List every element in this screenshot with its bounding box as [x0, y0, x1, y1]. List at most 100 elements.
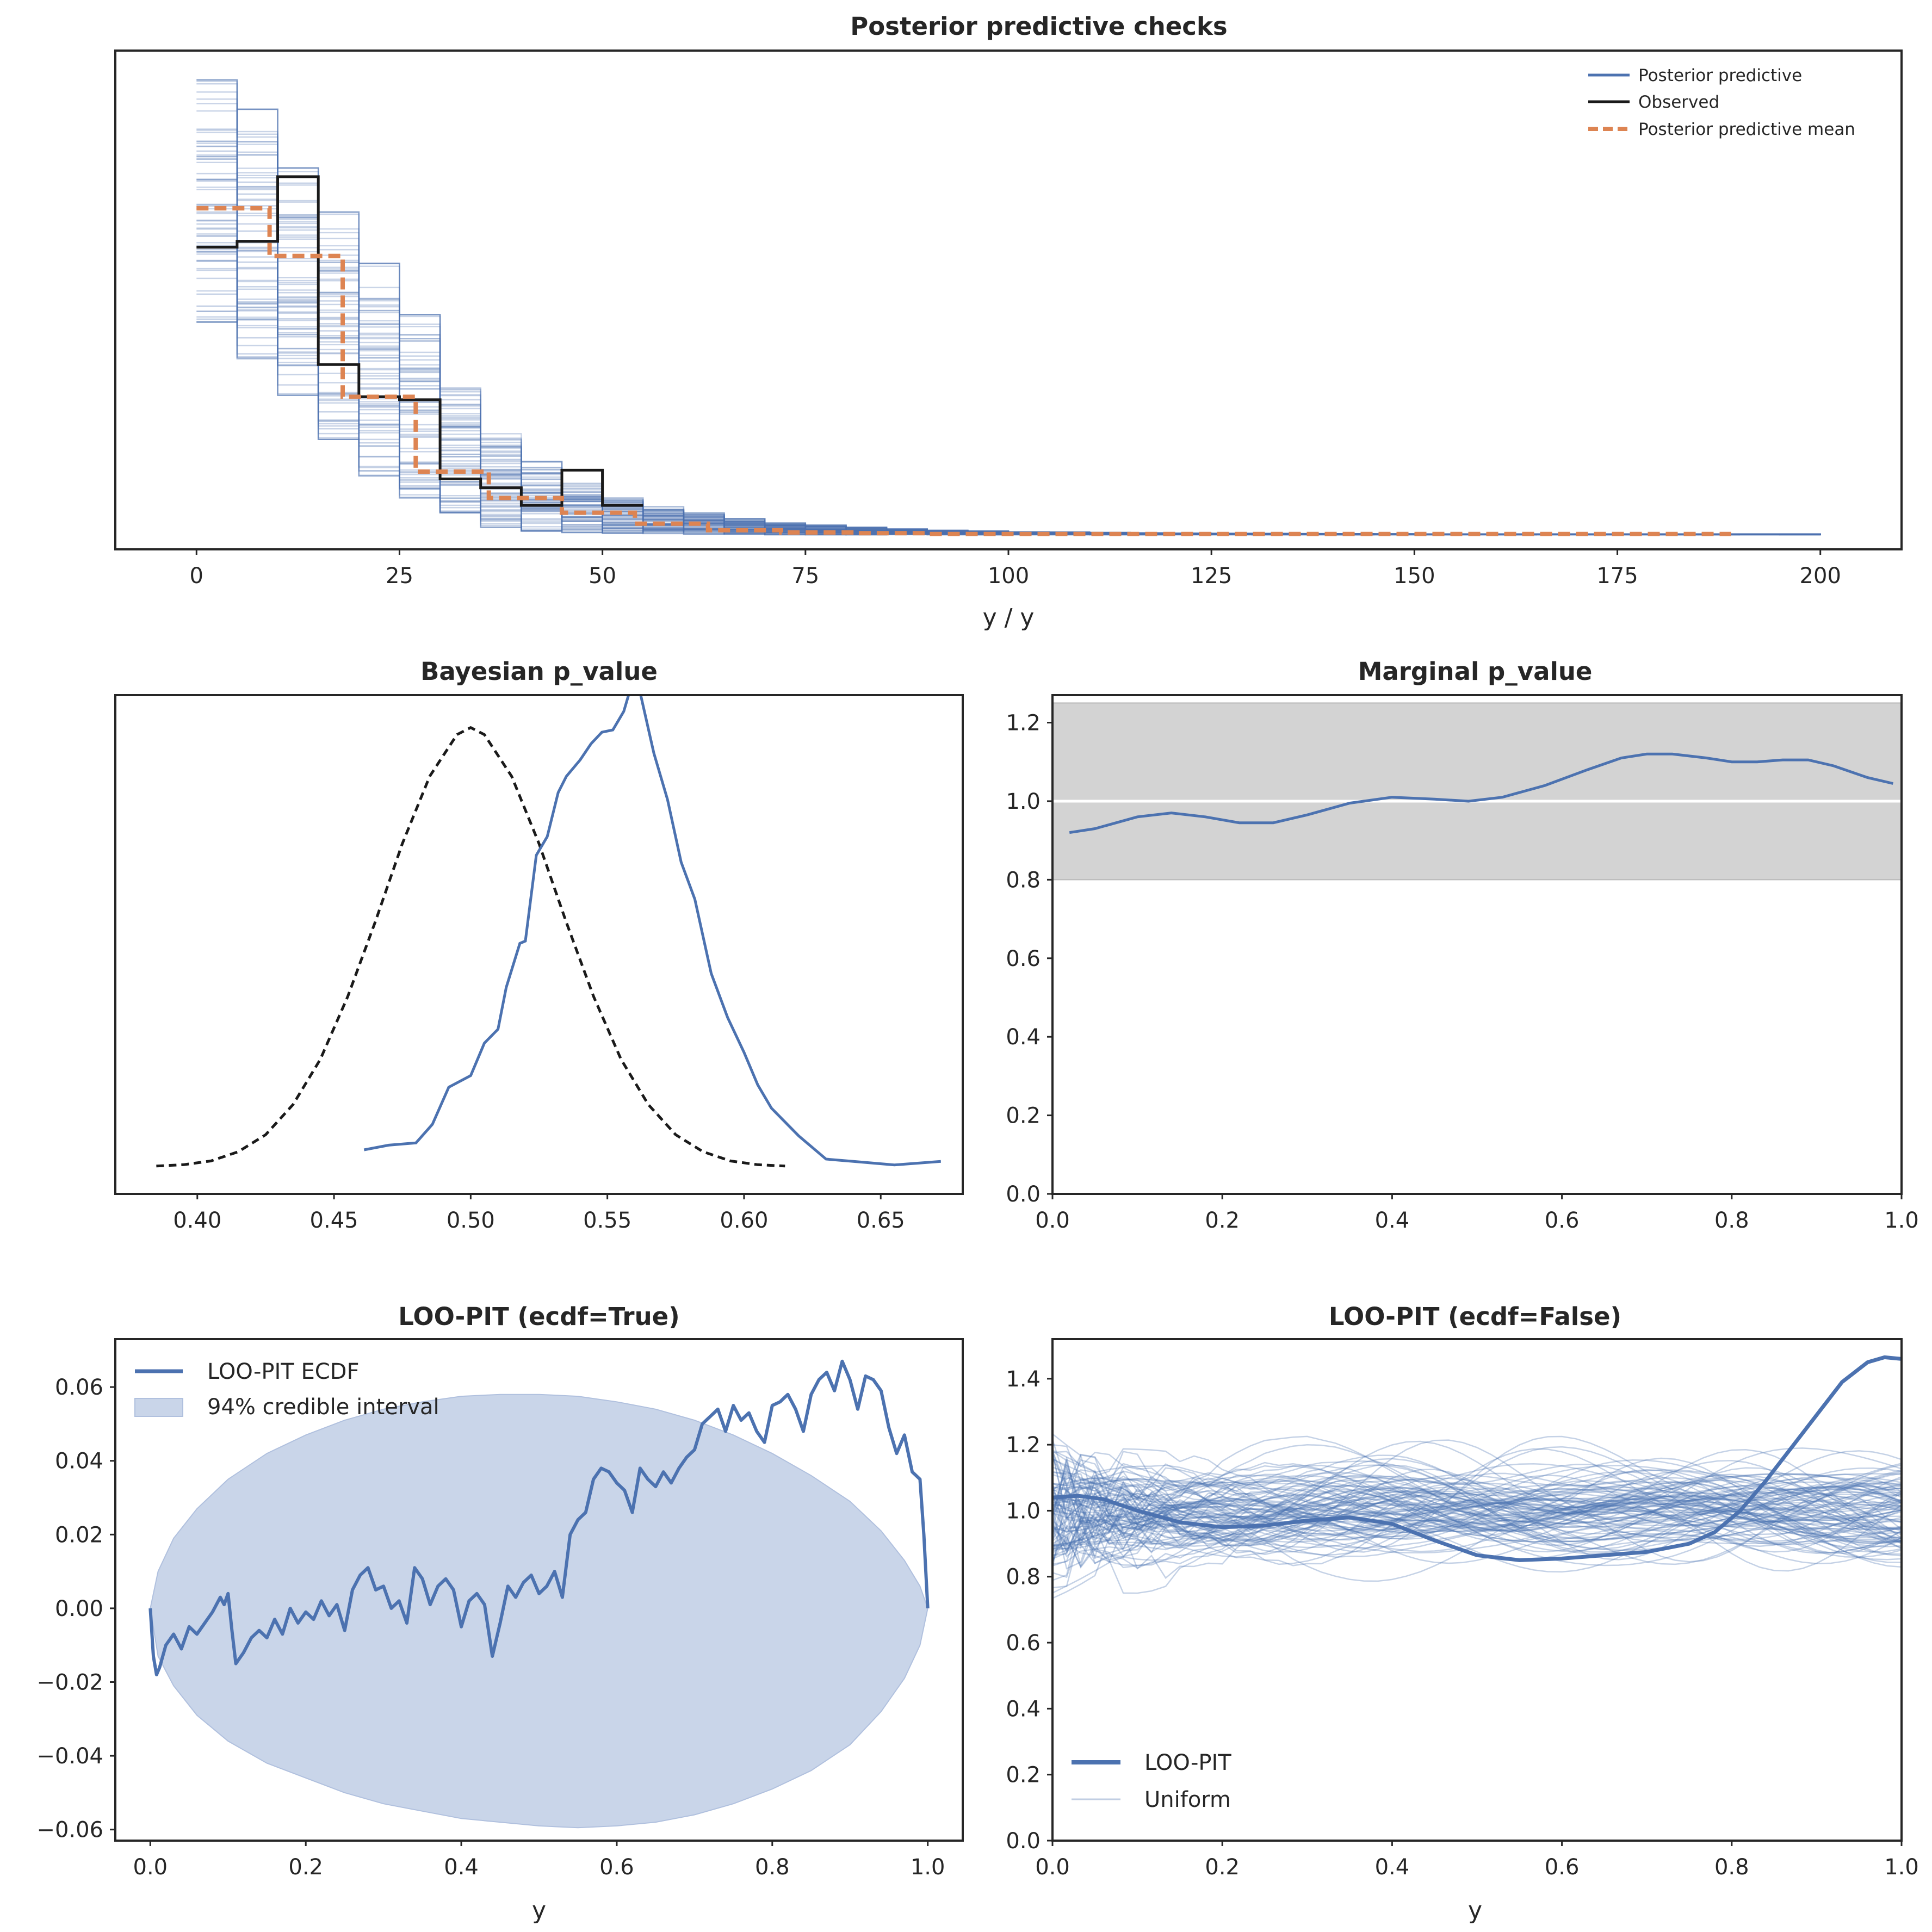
loo-kde-uniform-curve: [1052, 1486, 1902, 1563]
loo-kde-ytick-label: 0.2: [1006, 1763, 1041, 1788]
loo-kde-uniform-curve: [1052, 1474, 1902, 1559]
loo-ecdf-xticks: 0.0 0.2 0.4 0.6 0.8 1.0: [133, 1841, 945, 1880]
loo-kde-xtick-label: 0.6: [1545, 1855, 1580, 1880]
loo-kde-uniform-curve: [1052, 1453, 1902, 1553]
loo-kde-uniform-curve: [1052, 1451, 1902, 1545]
ppc-mean-line: [196, 206, 1731, 536]
loo-kde-uniform-curve: [1052, 1473, 1902, 1568]
loo-kde-uniform-curve: [1052, 1435, 1902, 1594]
loo-kde-uniform-curve: [1052, 1448, 1902, 1569]
loo-ecdf-xtick-label: 0.2: [288, 1855, 323, 1880]
loo-ecdf-ytick-label: −0.02: [36, 1670, 103, 1695]
mpv-xtick-label: 0.4: [1375, 1208, 1410, 1233]
bpv-kde-curve: [363, 695, 941, 1167]
loo-ecdf-ytick-label: 0.02: [55, 1522, 103, 1547]
mpv-ytick-label: 0.2: [1006, 1104, 1041, 1129]
loo-kde-uniform-curve: [1052, 1486, 1902, 1543]
loo-kde-yticks: 0.0 0.2 0.4 0.6 0.8 1.0 1.2 1.4: [1006, 1367, 1052, 1854]
loo-ecdf-ytick-label: −0.04: [36, 1744, 103, 1769]
loo-kde-xticks: 0.0 0.2 0.4 0.6 0.8 1.0: [1035, 1841, 1919, 1880]
loo-kde-uniform-curve: [1052, 1451, 1902, 1543]
legend-label-loo-pit: LOO-PIT: [1144, 1750, 1231, 1775]
loo-kde-uniform-curve: [1052, 1459, 1902, 1568]
loo-kde-uniform-curve: [1052, 1477, 1902, 1533]
ppc-posterior-predictive-line: [196, 319, 1821, 536]
loo-ecdf-credible-band: [150, 1394, 928, 1829]
loo-kde-uniform-curve: [1052, 1464, 1902, 1561]
loo-kde-uniform-curve: [1052, 1475, 1902, 1552]
ppc-posterior-predictive-line: [196, 141, 1821, 535]
loo-kde-uniform-curve: [1052, 1480, 1902, 1559]
loo-kde-uniform-curve: [1052, 1487, 1902, 1532]
loo-kde-plot-area: [1052, 1355, 1902, 1599]
ppc-xtick-label: 75: [791, 564, 819, 589]
ppc-xtick-label: 150: [1394, 564, 1435, 589]
mpv-xticks: 0.0 0.2 0.4 0.6 0.8 1.0: [1035, 1194, 1919, 1233]
loo-kde-uniform-curve: [1052, 1475, 1902, 1551]
loo-kde-uniform-curve: [1052, 1488, 1902, 1539]
loo-ecdf-xtick-label: 0.0: [133, 1855, 168, 1880]
mpv-ytick-label: 0.6: [1006, 946, 1041, 971]
loo-kde-uniform-curve: [1052, 1476, 1902, 1563]
legend-swatch-credible-interval: [134, 1398, 183, 1417]
ppc-posterior-predictive-line: [196, 108, 1820, 535]
loo-kde-ytick-label: 0.0: [1006, 1829, 1041, 1854]
loo-kde-xtick-label: 0.2: [1205, 1855, 1240, 1880]
ppc-axes: Posterior predictive checks 0 25 50 75 100 12…: [114, 12, 1903, 631]
loo-kde-uniform-curve: [1052, 1485, 1902, 1540]
mpv-reference-band: [1052, 702, 1902, 881]
loo-kde-uniform-curve: [1052, 1485, 1902, 1554]
loo-kde-axes: LOO-PIT (ecdf=False) 0.0 0.2 0.4 0.6 0.8 1.0 …: [1006, 1302, 1918, 1924]
loo-kde-legend: LOO-PIT Uniform: [1072, 1750, 1231, 1812]
loo-kde-uniform-curve: [1052, 1450, 1902, 1566]
loo-kde-xtick-label: 0.8: [1714, 1855, 1749, 1880]
loo-kde-uniform-curve: [1052, 1460, 1902, 1581]
loo-kde-uniform-curve: [1052, 1465, 1902, 1563]
ppc-xticks: 0 25 50 75 100 125 150 175 200: [190, 549, 1841, 589]
loo-kde-uniform-curve: [1052, 1471, 1902, 1550]
loo-ecdf-xlabel: y: [532, 1897, 546, 1924]
bpv-xtick-label: 0.50: [447, 1208, 495, 1233]
loo-kde-uniform-curve: [1052, 1464, 1902, 1573]
bpv-xtick-label: 0.40: [173, 1208, 221, 1233]
loo-kde-uniform-curve: [1052, 1475, 1902, 1572]
ppc-xtick-label: 125: [1191, 564, 1232, 589]
loo-kde-uniform-curve: [1052, 1444, 1902, 1551]
loo-kde-uniform-curve: [1052, 1491, 1902, 1521]
loo-kde-uniform-curve: [1052, 1478, 1902, 1545]
legend-label-observed: Observed: [1638, 92, 1719, 112]
ppc-xtick-label: 100: [988, 564, 1029, 589]
loo-kde-uniform-curve: [1052, 1491, 1902, 1533]
mpv-ytick-label: 0.4: [1006, 1025, 1041, 1050]
loo-kde-uniform-curve: [1052, 1469, 1902, 1547]
loo-kde-uniform-curve: [1052, 1485, 1902, 1552]
loo-kde-uniform-curve: [1052, 1467, 1902, 1569]
loo-kde-uniform-curve: [1052, 1476, 1902, 1540]
bpv-xtick-label: 0.55: [583, 1208, 631, 1233]
ppc-plot-area: [196, 79, 1821, 536]
bpv-axes: Bayesian p_value 0.40 0.45 0.50 0.55 0.60 0.6…: [114, 657, 964, 1233]
bpv-frame: [114, 694, 964, 1195]
ppc-legend: Posterior predictive Observed Posterior …: [1588, 66, 1855, 139]
loo-ecdf-legend: LOO-PIT ECDF 94% credible interval: [134, 1359, 439, 1420]
loo-ecdf-plot-area: [148, 1359, 930, 1829]
loo-kde-uniform-curve: [1052, 1460, 1902, 1556]
loo-kde-title: LOO-PIT (ecdf=False): [1329, 1302, 1621, 1331]
ppc-posterior-predictive-line: [196, 132, 1821, 535]
loo-kde-xlabel: y: [1468, 1897, 1482, 1924]
loo-kde-uniform-curve: [1052, 1498, 1902, 1525]
bpv-reference-curve: [156, 726, 785, 1168]
legend-label-loo-pit-ecdf: LOO-PIT ECDF: [207, 1359, 359, 1384]
loo-kde-uniform-curve: [1052, 1457, 1902, 1570]
loo-kde-uniform-curve: [1052, 1482, 1902, 1531]
loo-kde-uniform-curve: [1052, 1451, 1902, 1582]
loo-kde-uniform-curve: [1052, 1466, 1902, 1538]
loo-ecdf-ytick-label: 0.00: [55, 1596, 103, 1621]
mpv-kde-curve: [1069, 752, 1893, 834]
loo-kde-uniform-curve: [1052, 1464, 1902, 1553]
bpv-xtick-label: 0.60: [720, 1208, 768, 1233]
mpv-xtick-label: 0.0: [1035, 1208, 1070, 1233]
mpv-ytick-label: 0.0: [1006, 1182, 1041, 1207]
loo-kde-curve: [1052, 1355, 1902, 1562]
